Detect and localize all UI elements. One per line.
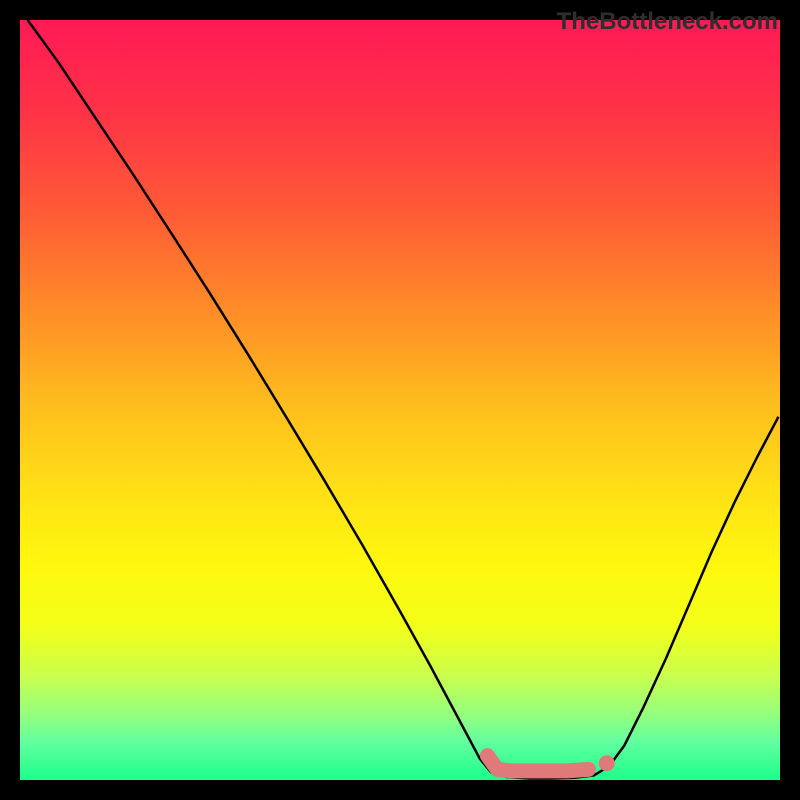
trough-dot <box>599 755 615 771</box>
chart-root: TheBottleneck.com <box>0 0 800 800</box>
chart-svg <box>20 20 780 780</box>
gradient-background <box>20 20 780 780</box>
plot-area <box>20 20 780 780</box>
watermark-text: TheBottleneck.com <box>557 8 778 36</box>
